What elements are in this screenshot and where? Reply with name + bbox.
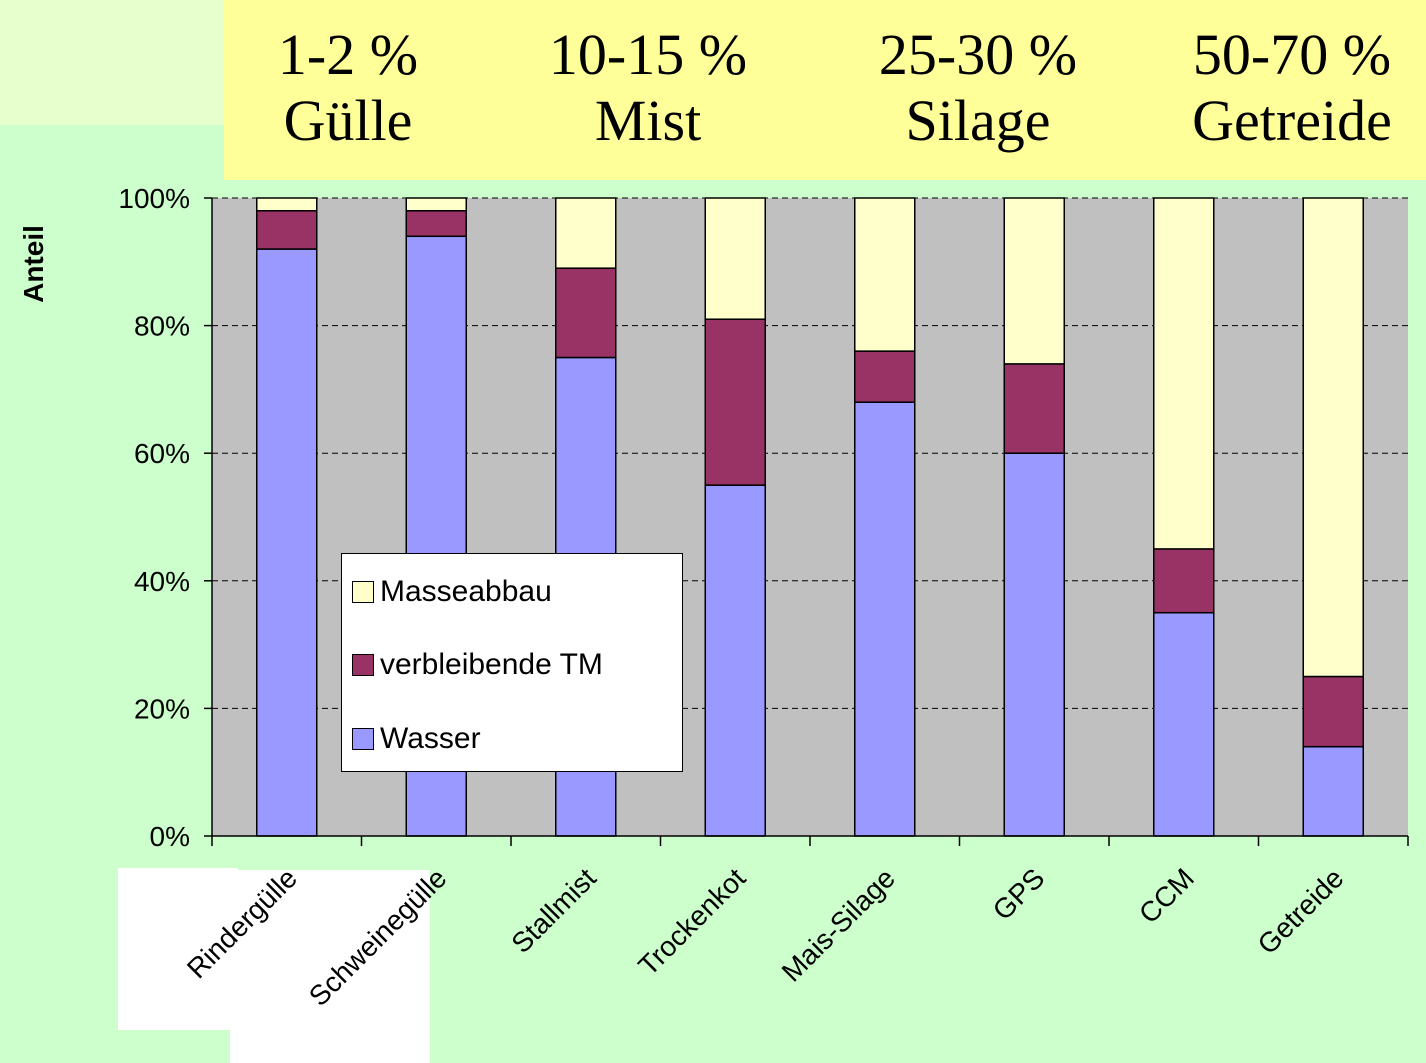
header-getreide: 50-70 % Getreide: [1162, 22, 1422, 154]
legend-swatch: [352, 728, 374, 750]
x-tick-label: Mais-Silage: [776, 862, 901, 987]
x-tick-label: Stallmist: [505, 862, 602, 959]
header-band: [224, 0, 1426, 180]
bar-verbleibende-tm: [1302, 675, 1364, 748]
bar-verbleibende-tm: [1003, 363, 1065, 454]
bar-wasser: [256, 248, 318, 837]
y-tick-label: 40%: [134, 566, 190, 597]
bar-masseabbau: [405, 197, 467, 212]
header-silage: 25-30 % Silage: [848, 22, 1108, 154]
bar-verbleibende-tm: [854, 350, 916, 403]
legend-label: Wasser: [380, 722, 481, 755]
x-tick-label: Rindergülle: [181, 862, 303, 984]
bar-masseabbau: [555, 197, 617, 269]
header-label: Silage: [905, 88, 1051, 153]
bar-wasser: [704, 484, 766, 837]
bar-masseabbau: [1153, 197, 1215, 550]
y-tick-label: 100%: [118, 183, 190, 214]
bar-wasser: [1003, 452, 1065, 837]
legend-label: verbleibende TM: [380, 648, 603, 681]
bar-verbleibende-tm: [256, 210, 318, 250]
bar-masseabbau: [1003, 197, 1065, 365]
legend-item-wasser: Wasser: [352, 722, 481, 756]
y-tick-label: 20%: [134, 693, 190, 724]
bar-wasser: [854, 401, 916, 837]
y-tick-label: 80%: [134, 311, 190, 342]
bar-masseabbau: [854, 197, 916, 352]
x-tick-label: Schweinegülle: [303, 862, 453, 1012]
y-axis-title: Anteil: [18, 225, 49, 303]
legend-item-masseabbau: Masseabbau: [352, 575, 552, 609]
bar-masseabbau: [1302, 197, 1364, 678]
y-tick-label: 60%: [134, 438, 190, 469]
header-left-panel: [0, 0, 224, 125]
header-label: Getreide: [1192, 88, 1392, 153]
bar-verbleibende-tm: [405, 210, 467, 238]
legend-item-tm: verbleibende TM: [352, 648, 603, 682]
xlabel-highlight-box: [230, 870, 430, 1063]
header-range: 25-30 %: [878, 22, 1078, 87]
legend: Masseabbau verbleibende TM Wasser: [341, 553, 683, 772]
legend-label: Masseabbau: [380, 575, 552, 608]
header-label: Gülle: [283, 88, 413, 153]
bar-verbleibende-tm: [704, 318, 766, 486]
x-tick-label: GPS: [987, 862, 1051, 926]
header-range: 10-15 %: [548, 22, 748, 87]
bar-wasser: [1302, 745, 1364, 837]
bar-masseabbau: [256, 197, 318, 212]
legend-swatch: [352, 654, 374, 676]
header-guelle: 1-2 % Gülle: [218, 22, 478, 154]
header-label: Mist: [594, 88, 702, 153]
bar-masseabbau: [704, 197, 766, 320]
bar-verbleibende-tm: [1153, 548, 1215, 614]
x-tick-label: CCM: [1133, 862, 1200, 929]
x-tick-label: Getreide: [1252, 862, 1350, 960]
xlabel-highlight-box: [118, 868, 238, 1030]
header-range: 1-2 %: [277, 22, 419, 87]
legend-swatch: [352, 581, 374, 603]
bars: [256, 197, 1364, 837]
bar-wasser: [1153, 611, 1215, 837]
y-tick-label: 0%: [150, 821, 190, 852]
bar-verbleibende-tm: [555, 267, 617, 359]
header-mist: 10-15 % Mist: [518, 22, 778, 154]
header-range: 50-70 %: [1192, 22, 1392, 87]
x-tick-label: Trockenkot: [632, 862, 751, 981]
